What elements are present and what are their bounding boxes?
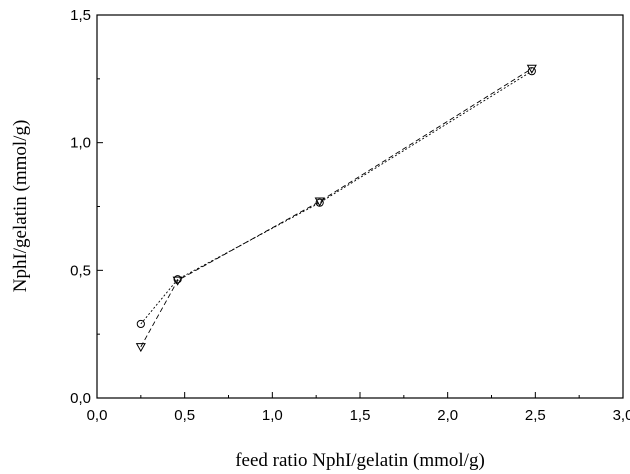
x-tick-label: 3,0 [613, 407, 630, 424]
series-2-point [135, 343, 146, 353]
series-1-point [136, 319, 145, 329]
y-tick-label: 1,5 [70, 7, 91, 24]
x-tick-label: 0,0 [87, 407, 108, 424]
x-tick-label: 1,5 [350, 407, 371, 424]
x-axis-title: feed ratio NphI/gelatin (mmol/g) [235, 450, 485, 471]
y-tick-label: 0,0 [70, 390, 91, 407]
plot-frame [96, 14, 624, 399]
y-axis-title: NphI/gelatin (mmol/g) [10, 120, 31, 293]
x-tick-label: 2,5 [525, 407, 546, 424]
series-2-point [526, 64, 537, 74]
y-axis-ticks: 0,0 0,5 1,0 1,5 [70, 7, 103, 407]
x-tick-label: 1,0 [262, 407, 283, 424]
y-tick-label: 1,0 [70, 135, 91, 152]
series-2-point [314, 197, 325, 207]
series-2-point [172, 276, 183, 286]
series-2-line [140, 68, 533, 348]
x-tick-label: 2,0 [437, 407, 458, 424]
series-1-line [140, 70, 533, 325]
x-axis-ticks: 0,0 0,5 1,0 1,5 2,0 2,5 3,0 [87, 392, 630, 424]
y-tick-label: 0,5 [70, 262, 91, 279]
series-layer [135, 64, 537, 353]
x-tick-label: 0,5 [174, 407, 195, 424]
